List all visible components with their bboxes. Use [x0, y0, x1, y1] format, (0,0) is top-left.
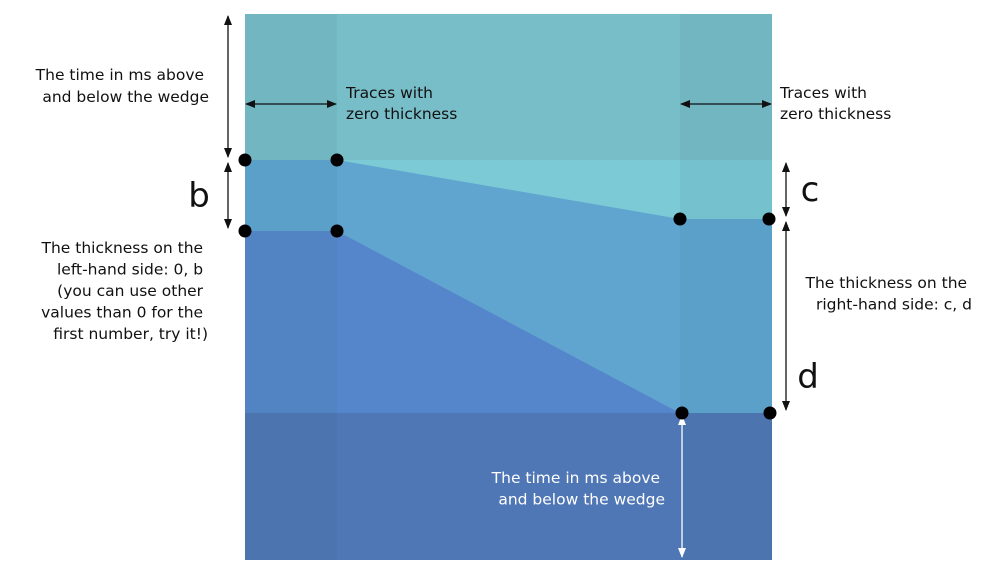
time-left-label: The time in ms above and below the wedge: [35, 66, 209, 106]
point-left-top-outer[interactable]: [238, 153, 252, 167]
lower-layer: [245, 231, 680, 413]
middle-layer: [245, 160, 772, 413]
right-zero-thickness-traces: [680, 14, 772, 560]
control-points: [238, 153, 777, 420]
point-left-top-inner[interactable]: [330, 153, 344, 167]
b-label: b: [188, 176, 210, 216]
d-label: d: [797, 357, 819, 397]
bottom-layer: [245, 413, 772, 560]
point-left-bottom-outer[interactable]: [238, 224, 252, 238]
point-right-bottom-inner[interactable]: [675, 406, 689, 420]
point-right-top-outer[interactable]: [762, 212, 776, 226]
thickness-right-label: The thickness on the right-hand side: c,…: [804, 274, 972, 314]
thickness-left-label: The thickness on the left-hand side: 0, …: [40, 239, 208, 343]
wedge-layer: [337, 160, 772, 219]
point-left-bottom-inner[interactable]: [330, 224, 344, 238]
time-bottom-label: The time in ms above and below the wedge: [491, 469, 665, 509]
point-right-top-inner[interactable]: [673, 212, 687, 226]
arrows: [224, 15, 790, 558]
left-zero-thickness-traces: [245, 14, 337, 560]
annotations: The time in ms above and below the wedge…: [35, 66, 972, 509]
traces-right-label: Traces with zero thickness: [779, 84, 891, 123]
point-right-bottom-outer[interactable]: [763, 406, 777, 420]
traces-left-label: Traces with zero thickness: [345, 84, 457, 123]
c-label: c: [801, 170, 820, 210]
